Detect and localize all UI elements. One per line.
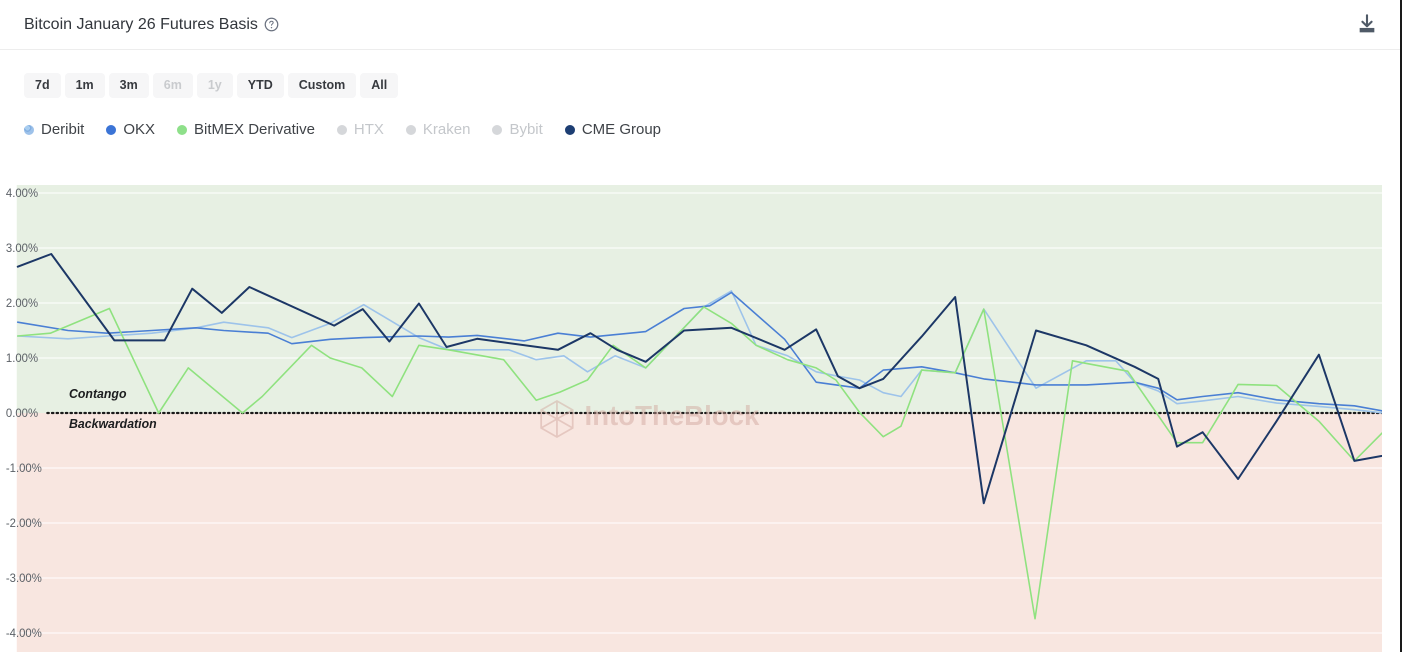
svg-text:0.00%: 0.00% xyxy=(6,408,38,420)
svg-text:-1.00%: -1.00% xyxy=(6,463,42,475)
svg-text:Contango: Contango xyxy=(69,387,127,401)
svg-text:3.00%: 3.00% xyxy=(6,243,38,255)
svg-text:-2.00%: -2.00% xyxy=(6,518,42,530)
svg-text:4.00%: 4.00% xyxy=(6,188,38,200)
svg-text:1.00%: 1.00% xyxy=(6,353,38,365)
svg-text:Backwardation: Backwardation xyxy=(69,417,157,431)
svg-text:-3.00%: -3.00% xyxy=(6,573,42,585)
svg-text:IntoTheBlock: IntoTheBlock xyxy=(585,400,760,431)
svg-text:-4.00%: -4.00% xyxy=(6,628,42,640)
svg-text:2.00%: 2.00% xyxy=(6,298,38,310)
